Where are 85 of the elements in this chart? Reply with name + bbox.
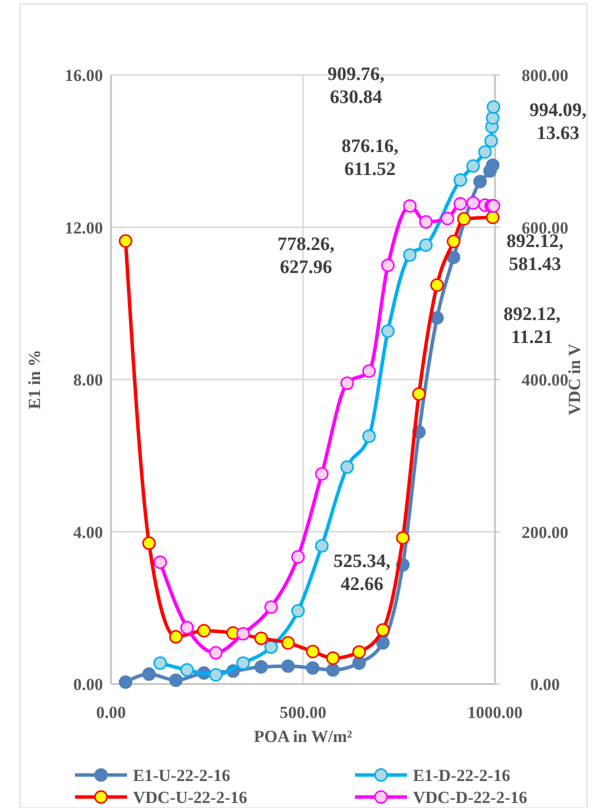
point [486, 111, 500, 125]
point [118, 675, 132, 689]
point [340, 460, 354, 474]
point [254, 632, 268, 646]
point [281, 636, 295, 650]
annotation: 909.76, 630.84 [328, 64, 385, 108]
x-tick-label: 500.00 [280, 703, 326, 722]
point [169, 673, 183, 687]
y2-tick-label: 200.00 [522, 522, 568, 542]
point [486, 210, 500, 224]
point [396, 531, 410, 545]
point [326, 651, 340, 665]
point [236, 656, 250, 670]
point [430, 278, 444, 292]
point [466, 196, 480, 210]
point [419, 215, 433, 229]
point [197, 624, 211, 638]
legend-label: E1-D-22-2-16 [413, 766, 510, 785]
point [118, 234, 132, 248]
point [454, 173, 468, 187]
point [376, 636, 390, 650]
point [352, 645, 366, 659]
point [236, 627, 250, 640]
point [306, 661, 320, 675]
point [430, 311, 444, 325]
point [478, 145, 492, 159]
point [466, 159, 480, 173]
x-axis-title: POA in W/m² [254, 727, 352, 746]
y-tick-label: 12.00 [64, 218, 103, 238]
point [291, 550, 305, 564]
point [142, 667, 156, 681]
point [340, 376, 354, 390]
point [291, 604, 305, 618]
point [484, 134, 498, 148]
point [446, 250, 460, 264]
point [454, 197, 468, 211]
point [473, 174, 487, 188]
point [306, 644, 320, 658]
y-tick-label: 0.00 [73, 675, 103, 694]
annotation: 876.16, 611.52 [342, 136, 399, 180]
point [403, 199, 417, 213]
text: 994.09, 13.63 [530, 100, 587, 144]
point [419, 238, 433, 252]
legend-label: E1-U-22-2-16 [133, 766, 230, 785]
point [352, 656, 366, 670]
point [381, 258, 395, 272]
point [264, 600, 278, 614]
x-tick-label: 0.00 [96, 703, 126, 722]
point [486, 100, 500, 114]
point [362, 364, 376, 378]
point [264, 640, 278, 654]
annotation: 525.34, 42.66 [334, 551, 391, 595]
y-tick-label: 16.00 [64, 66, 103, 85]
point [169, 630, 183, 644]
point [403, 248, 417, 262]
point [376, 623, 390, 637]
legend-label: VDC-U-22-2-16 [133, 788, 248, 807]
point [412, 387, 426, 401]
point [180, 620, 194, 634]
point [153, 656, 167, 670]
point [209, 668, 223, 682]
point [440, 212, 454, 226]
point [457, 212, 471, 226]
point [315, 467, 329, 481]
legend-label: VDC-D-22-2-16 [413, 788, 528, 807]
x-tick-label: 1000.00 [467, 703, 523, 722]
point [446, 234, 460, 248]
y2-tick-label: 0.00 [530, 675, 560, 694]
point [486, 158, 500, 172]
y-axis-title: E1 in % [25, 350, 44, 410]
point [381, 324, 395, 338]
point [153, 555, 167, 569]
y-tick-label: 8.00 [73, 370, 103, 390]
point [254, 660, 268, 674]
text: 892.12, 11.21 [504, 304, 561, 348]
point [315, 539, 329, 553]
point [142, 536, 156, 550]
point [362, 429, 376, 443]
annotation: 778.26, 627.96 [278, 234, 335, 278]
point [209, 646, 223, 660]
point [281, 659, 295, 673]
point [180, 663, 194, 677]
y-tick-label: 4.00 [73, 522, 103, 542]
point [326, 663, 340, 677]
y2-tick-label: 800.00 [522, 66, 568, 85]
